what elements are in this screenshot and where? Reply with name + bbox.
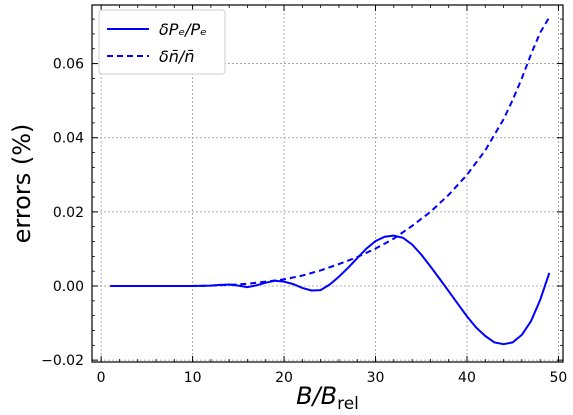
series-line-pe [110,234,551,346]
y-tick-label: 0.04 [53,131,84,147]
x-axis-label: B/Brel [296,382,359,414]
x-tick-label: 20 [275,370,293,386]
x-tick-label: 40 [458,370,476,386]
grid [92,5,563,362]
ticks [92,5,563,362]
y-tick-label: 0.00 [53,279,84,295]
legend-label-pe: δPₑ/Pₑ [159,20,207,39]
y-tick-label: −0.02 [41,353,84,369]
legend-box [98,9,226,75]
y-tick-label: 0.06 [53,57,84,73]
series-line-n [110,16,551,287]
tick-labels: 0 10 20 30 40 50 −0.02 0.00 0.02 0.04 0.06 [41,57,567,386]
x-tick-label: 30 [367,370,385,386]
x-axis-label-sub: rel [337,394,359,414]
x-tick-label: 10 [184,370,202,386]
plot-frame [91,4,564,363]
x-tick-label: 50 [550,370,568,386]
series-layer [110,16,551,346]
x-tick-label: 0 [97,370,106,386]
legend: δPₑ/Pₑ δn̄/n̄ [98,9,226,75]
x-axis-label-main: B/B [296,382,337,410]
y-axis-label: errors (%) [8,124,36,244]
y-tick-label: 0.02 [53,205,84,221]
legend-label-n: δn̄/n̄ [159,47,194,66]
